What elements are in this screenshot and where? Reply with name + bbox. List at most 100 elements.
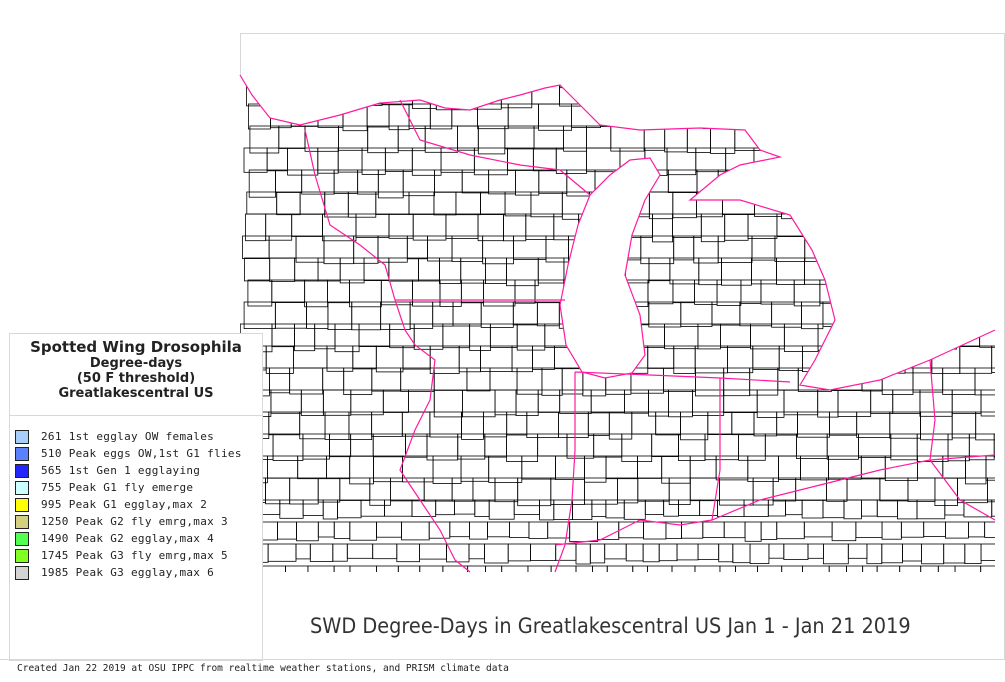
county	[876, 565, 901, 572]
county	[890, 235, 922, 263]
county	[899, 125, 927, 152]
border-wi-mi	[399, 99, 591, 196]
county	[941, 301, 970, 327]
county	[991, 499, 995, 517]
county	[261, 565, 286, 572]
county	[954, 213, 979, 240]
county	[717, 75, 743, 84]
legend-label: 1985 Peak G3 egglay,max 6	[41, 566, 215, 579]
county	[940, 75, 965, 86]
county	[846, 565, 864, 572]
county	[815, 103, 849, 131]
county	[762, 125, 796, 150]
county	[966, 279, 995, 304]
legend-item: 1490 Peak G2 egglay,max 4	[15, 530, 262, 547]
county	[789, 103, 816, 128]
county	[889, 213, 911, 238]
legend-swatch	[15, 548, 29, 563]
county	[376, 565, 399, 572]
legend-swatch	[15, 497, 29, 512]
legend-label: 261 1st egglay OW females	[41, 430, 215, 443]
county	[272, 75, 297, 86]
county	[583, 81, 608, 107]
county	[660, 81, 681, 107]
footer-credit: Created Jan 22 2019 at OSU IPPC from rea…	[17, 663, 509, 674]
county	[435, 81, 469, 111]
county	[974, 367, 995, 396]
border-mi-south	[574, 371, 791, 383]
border-il-in	[554, 372, 576, 573]
county	[996, 148, 1005, 175]
county	[835, 235, 861, 264]
county	[625, 103, 659, 127]
county	[694, 565, 721, 572]
county	[322, 75, 356, 86]
county	[915, 301, 943, 326]
county	[920, 147, 949, 175]
legend-swatch	[15, 565, 29, 580]
county	[968, 301, 995, 331]
county	[307, 565, 335, 572]
county	[505, 75, 527, 89]
county	[741, 75, 774, 85]
county	[859, 235, 892, 264]
county	[949, 235, 981, 265]
legend-item: 755 Peak G1 fly emerge	[15, 479, 262, 496]
county	[858, 81, 890, 109]
county	[357, 81, 383, 106]
legend-title: Spotted Wing Drosophila	[30, 338, 242, 356]
legend-swatch	[15, 480, 29, 495]
legend-swatch	[15, 463, 29, 478]
county	[657, 103, 680, 128]
county	[244, 75, 274, 84]
county	[592, 565, 608, 572]
county	[855, 301, 888, 327]
county	[484, 565, 503, 572]
county	[890, 147, 922, 174]
county	[892, 257, 928, 281]
county	[772, 75, 799, 83]
county	[828, 565, 847, 572]
county	[467, 565, 486, 572]
county	[839, 323, 870, 347]
county	[985, 455, 995, 481]
county	[804, 191, 835, 216]
legend-item: 261 1st egglay OW females	[15, 428, 262, 445]
border-oh-pa	[929, 359, 936, 461]
county	[993, 103, 995, 130]
county	[680, 81, 710, 108]
county	[937, 103, 965, 130]
county	[934, 213, 956, 237]
county	[987, 477, 995, 503]
county	[632, 565, 648, 572]
county	[862, 75, 887, 87]
county	[980, 389, 995, 417]
county	[799, 169, 833, 199]
county	[575, 565, 594, 572]
county	[295, 75, 324, 83]
map-frame-top	[240, 33, 1005, 34]
county	[797, 75, 832, 84]
county	[911, 191, 937, 215]
county	[984, 521, 995, 538]
county	[432, 75, 457, 87]
county	[847, 103, 876, 132]
legend: Spotted Wing Drosophila Degree-days (50 …	[9, 333, 263, 661]
county	[891, 169, 913, 195]
county	[526, 75, 561, 84]
county	[708, 81, 731, 111]
county	[693, 75, 718, 86]
county	[910, 213, 935, 243]
county	[980, 235, 995, 262]
county	[305, 81, 333, 110]
county	[911, 75, 942, 84]
lake-michigan	[559, 157, 661, 379]
county	[600, 103, 626, 127]
county	[920, 235, 950, 259]
county	[830, 75, 864, 86]
county	[991, 345, 995, 374]
legend-swatch	[15, 514, 29, 529]
county	[743, 169, 779, 198]
county	[920, 565, 939, 572]
county	[527, 565, 552, 572]
